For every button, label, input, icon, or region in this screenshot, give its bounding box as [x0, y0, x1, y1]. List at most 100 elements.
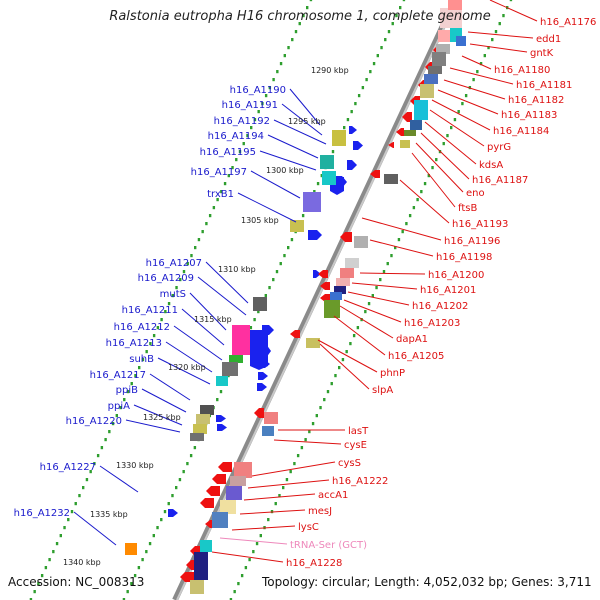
gene-feature [330, 292, 342, 300]
gene-feature [332, 130, 346, 146]
gene-feature [264, 412, 278, 424]
tick-dot [494, 30, 498, 34]
tick-dot [167, 302, 171, 306]
tick-dot [149, 342, 152, 346]
tick-dot [308, 430, 311, 434]
tick-dot [244, 566, 248, 570]
gene-label-right: h16_A1205 [388, 351, 444, 362]
tick-dot [380, 46, 383, 50]
tick-dot [361, 86, 365, 90]
kbp-tick-labels: 1290 kbp 1295 kbp 1300 kbp 1305 kbp 1310 kbp… [63, 66, 349, 567]
tick-dot [78, 494, 81, 498]
gene-feature [456, 36, 466, 46]
tick-dot [364, 310, 367, 314]
tick-dot [163, 510, 167, 514]
gene-feature [194, 552, 208, 580]
gene-arrow [180, 572, 194, 582]
kbp-tick-label: 1330 kbp [116, 461, 154, 470]
tick-dot [326, 390, 330, 394]
tick-dot [190, 254, 193, 258]
gene-arrow [349, 126, 357, 134]
tick-dot [275, 270, 279, 274]
tick-dot [201, 230, 204, 234]
tick-dot [257, 110, 260, 114]
leader-line [251, 461, 336, 477]
tick-dot [240, 574, 244, 578]
leader-line [437, 89, 499, 115]
tick-dot [272, 278, 275, 282]
tick-dot [220, 190, 223, 194]
gene-label-left: h16_A1190 [230, 85, 286, 96]
kbp-tick-label: 1320 kbp [168, 363, 206, 372]
gene-feature [436, 44, 450, 54]
gene-label-left: ppiB [116, 385, 138, 396]
tick-dot [268, 86, 272, 90]
gene-arrow [370, 170, 380, 178]
tick-dot [298, 22, 301, 26]
gene-feature [222, 362, 238, 376]
tick-dot [357, 94, 361, 98]
tick-dot [397, 238, 401, 242]
gene-feature [253, 297, 267, 311]
tick-dot [145, 350, 148, 354]
leader-line [259, 150, 317, 171]
leader-line [273, 119, 327, 145]
gene-feature [303, 192, 321, 212]
tick-dot [133, 574, 137, 578]
tick-dot [175, 286, 178, 290]
gene-feature [400, 140, 410, 148]
tick-dot [229, 598, 233, 600]
tick-dot [255, 542, 259, 546]
tick-dot [164, 310, 167, 314]
tick-dot [186, 262, 189, 266]
leader-line [317, 339, 378, 373]
gene-label-left: h16_A1212 [114, 322, 170, 333]
gene-label-right: h16_A1202 [412, 301, 468, 312]
leader-line [141, 388, 187, 413]
gene-label-left: h16_A1213 [106, 338, 162, 349]
tick-dot [264, 94, 268, 98]
tick-dot [37, 582, 40, 586]
tick-dot [391, 22, 394, 26]
leader-line [243, 493, 316, 501]
tick-dot [59, 534, 62, 538]
tick-dot [306, 6, 309, 10]
gene-feature [306, 338, 320, 348]
tick-dot [279, 262, 282, 266]
tick-dot [345, 350, 348, 354]
gene-arrow [402, 112, 412, 122]
gene-label-right: phnP [380, 368, 405, 379]
topology-summary-text: Topology: circular; Length: 4,052,032 bp… [262, 575, 592, 589]
tick-dot [186, 462, 189, 466]
leader-line [369, 239, 434, 257]
leader-line [173, 325, 223, 361]
tick-dot [238, 150, 242, 154]
leader-line [125, 419, 181, 433]
gene-label-right: h16_A1203 [404, 318, 460, 329]
tick-dot [171, 294, 174, 298]
kbp-tick-label: 1295 kbp [288, 117, 326, 126]
gene-label-right: h16_A1176 [540, 17, 596, 28]
tick-dot [152, 534, 155, 538]
tick-dot [509, 0, 513, 2]
tick-dot [104, 438, 107, 442]
gene-label-left: h16_A1192 [214, 116, 270, 127]
gene-label-right: h16_A1182 [508, 95, 564, 106]
gene-label-right: eno [466, 188, 485, 199]
tick-dot [446, 134, 449, 138]
tick-dot [479, 62, 483, 66]
tick-dot [487, 46, 490, 50]
gene-label-left: h16_A1211 [122, 305, 178, 316]
tick-dot [293, 462, 296, 466]
tick-dot [387, 30, 391, 34]
tick-dot [134, 374, 137, 378]
tick-dot [138, 366, 141, 370]
tick-dot [194, 246, 197, 250]
tick-dot [283, 254, 286, 258]
leader-line [469, 43, 528, 53]
gene-arrow [216, 415, 226, 422]
gene-feature [404, 130, 416, 136]
gene-feature [334, 286, 346, 294]
tick-dot [272, 78, 275, 82]
